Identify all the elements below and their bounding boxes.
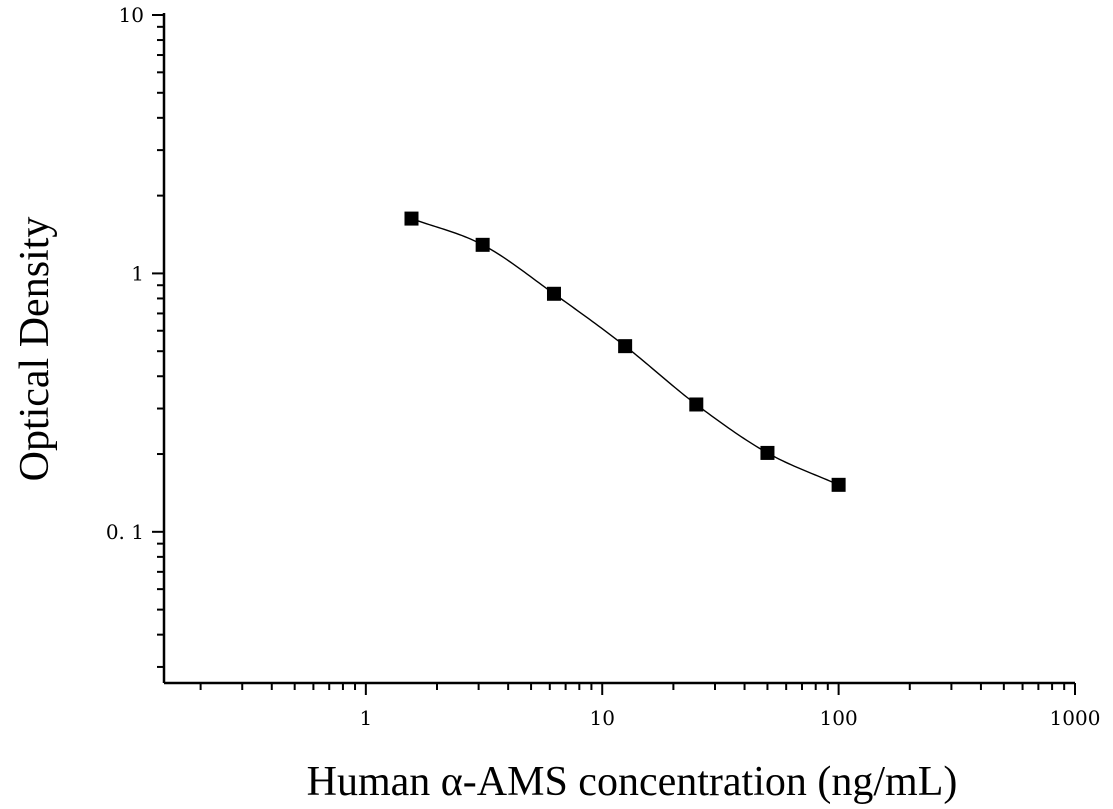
x-tick-label: 1000 [1050, 706, 1101, 730]
data-point [546, 286, 561, 301]
data-point [618, 339, 633, 354]
data-points [404, 211, 846, 492]
x-tick-label: 10 [590, 706, 615, 730]
x-axis-title: Human α-AMS concentration (ng/mL) [307, 759, 958, 805]
data-point [689, 397, 704, 412]
y-tick-label: 10 [119, 3, 144, 27]
y-tick-label: 0. 1 [106, 520, 144, 544]
data-point [831, 477, 846, 492]
x-tick-label: 1 [359, 706, 372, 730]
data-point [475, 237, 490, 252]
y-tick-label: 1 [131, 261, 144, 285]
data-point [404, 211, 419, 226]
ticks: 1 10 100 1000 0. 1 1 10 [106, 3, 1101, 730]
x-tick-label: 100 [820, 706, 858, 730]
y-axis-title: Optical Density [12, 217, 58, 482]
data-point [760, 445, 775, 460]
